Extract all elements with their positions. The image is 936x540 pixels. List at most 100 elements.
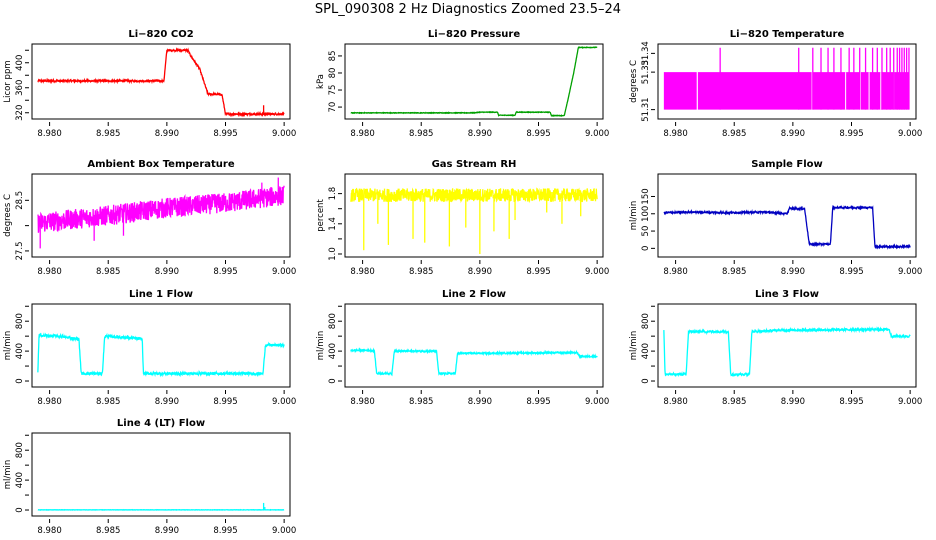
series-line [663,326,911,378]
panel-pressure: Li−820 Pressure kPa 8.980 8.985 8.990 8.995 9.… [316,29,609,139]
y-tick-label: 51.34 [641,41,651,65]
x-tick-label: 8.985 [409,397,433,407]
y-axis: 320 360 400 [15,49,29,121]
panel-rh: Gas Stream RH percent 8.980 8.985 8.990 8.995… [316,159,609,277]
plot-frame [31,432,291,517]
y-tick-label: 1.8 [328,187,338,201]
y-axis: 0 50 100 150 [641,188,655,251]
y-tick-label: 800 [328,313,338,329]
x-tick-label: 8.980 [37,129,61,139]
y-tick-label: 800 [15,313,25,329]
x-tick-label: 9.000 [585,129,609,139]
x-tick-label: 9.000 [898,129,922,139]
panel-line2: Line 2 Flow ml/min 8.980 8.985 8.990 8.995 9.0… [316,289,609,407]
y-axis: 0 400 800 [15,305,29,384]
y-tick-label: 1.0 [328,247,338,261]
x-tick-label: 8.980 [663,129,687,139]
y-tick-label: 320 [15,105,25,121]
y-tick-label: 150 [641,188,651,204]
x-tick-label: 8.985 [96,397,120,407]
plot-area [350,347,598,377]
y-tick-label: 400 [328,343,338,359]
panel-title: Gas Stream RH [432,159,517,170]
x-tick-label: 8.985 [96,526,120,536]
panel-title: Sample Flow [751,159,823,170]
x-tick-label: 9.000 [898,267,922,277]
series-line [37,185,285,233]
y-tick-label: 80 [328,68,338,79]
x-tick-label: 8.995 [526,397,550,407]
panel-co2: Li−820 CO2 Licor ppm 8.980 8.985 8.990 8.995 9… [3,29,296,139]
panel-title: Ambient Box Temperature [87,159,234,170]
y-axis-label: Licor ppm [3,60,13,102]
x-tick-label: 8.985 [722,129,746,139]
x-tick-label: 8.990 [155,129,179,139]
y-axis: 0 400 800 [328,305,342,384]
series-line [350,187,598,204]
x-tick-label: 8.980 [663,267,687,277]
y-axis-label: ml/min [3,460,13,490]
y-tick-label: 800 [641,313,651,329]
x-tick-label: 8.995 [839,267,863,277]
y-axis-label: ml/min [629,201,639,231]
page-title: SPL_090308 2 Hz Diagnostics Zoomed 23.5–… [314,2,622,17]
panel-title: Line 2 Flow [442,289,506,300]
plot-area [350,46,598,117]
y-tick-label: 400 [15,343,25,359]
plot-frame [31,43,291,120]
series-band [663,72,697,110]
x-tick-label: 8.990 [155,397,179,407]
y-axis-label: degrees C [629,60,639,103]
series-line [37,332,285,378]
y-tick-label: 28.5 [15,191,25,210]
y-tick-label: 1.4 [328,217,338,231]
x-tick-label: 8.995 [839,397,863,407]
y-axis-label: ml/min [629,331,639,361]
panel-line1: Line 1 Flow ml/min 8.980 8.985 8.990 8.995 9.0… [3,289,296,407]
x-tick-label: 9.000 [272,526,296,536]
plot-area [37,177,285,249]
x-tick-label: 8.990 [468,267,492,277]
y-axis-label: ml/min [316,331,326,361]
y-tick-label: 0 [641,246,651,251]
x-tick-label: 8.995 [213,129,237,139]
x-tick-label: 8.985 [722,267,746,277]
panel-title: Li−820 Pressure [428,29,521,40]
panel-title: Line 1 Flow [129,289,193,300]
plot-area [37,47,285,118]
plot-area [663,204,911,250]
x-tick-label: 8.990 [468,129,492,139]
y-tick-label: 50 [641,226,651,237]
x-tick-label: 8.980 [350,397,374,407]
y-tick-label: 70 [328,102,338,113]
panel-title: Line 3 Flow [755,289,819,300]
plot-frame [657,43,917,120]
x-tick-label: 8.980 [37,397,61,407]
y-axis: 0 400 800 [15,434,29,513]
x-tick-label: 8.980 [350,267,374,277]
x-tick-label: 8.995 [213,397,237,407]
plot-area [663,326,911,378]
y-tick-label: 400 [641,343,651,359]
x-tick-label: 8.990 [155,526,179,536]
x-tick-label: 9.000 [898,397,922,407]
plot-frame [344,173,604,258]
y-tick-label: 51.31 [641,97,651,121]
series-line [663,204,911,250]
x-tick-label: 8.990 [781,129,805,139]
y-tick-label: 0 [15,507,25,512]
x-axis: 8.980 8.985 8.990 8.995 9.000 [37,122,296,139]
x-axis: 8.980 8.985 8.990 8.995 9.000 [37,519,296,536]
y-axis-label: kPa [316,74,326,89]
x-tick-label: 9.000 [272,267,296,277]
y-tick-label: 75 [328,85,338,96]
x-tick-label: 8.995 [526,129,550,139]
panel-line3: Line 3 Flow ml/min 8.980 8.985 8.990 8.995 9.0… [629,289,922,407]
x-tick-label: 8.995 [839,129,863,139]
x-tick-label: 8.980 [350,129,374,139]
y-tick-label: 400 [15,472,25,488]
